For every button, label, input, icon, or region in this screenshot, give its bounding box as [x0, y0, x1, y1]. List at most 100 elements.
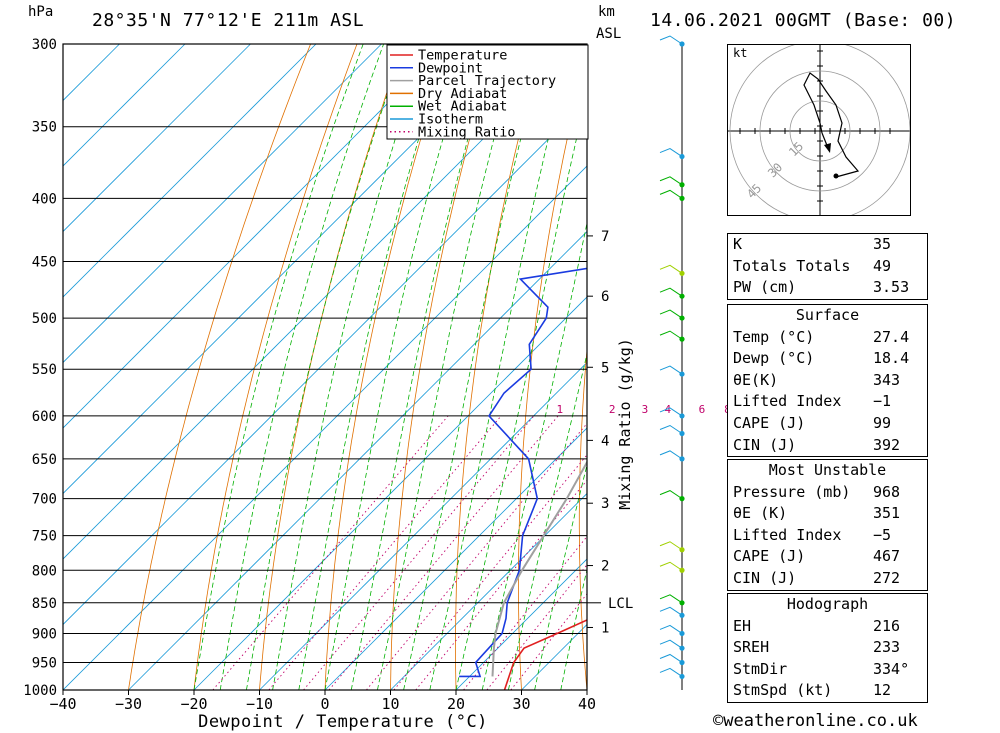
mixing-ratio-line: [366, 422, 587, 690]
pressure-tick-label: 1000: [23, 683, 57, 699]
wind-level-dot: [679, 659, 685, 666]
hodo-row: EH 216: [733, 616, 901, 635]
wet-adiabat-line: [324, 44, 472, 690]
hodo-row: StmSpd (kt) 12: [733, 681, 892, 700]
wet-adiabat-line: [508, 352, 587, 690]
surface-row: θE(K) 343: [733, 370, 901, 389]
surface-table: Surface Temp (°C) 27.4 Dewp (°C) 18.4 θE(K…: [727, 304, 928, 457]
wind-barb: [659, 667, 683, 677]
pressure-tick-label: 800: [32, 563, 57, 579]
temperature-tick-label: −10: [246, 695, 273, 713]
isotherm-line: [193, 296, 587, 690]
mixing-ratio-lines: [212, 415, 587, 690]
isotherm-line: [128, 230, 587, 690]
wet-adiabat-line: [560, 568, 587, 690]
wet-adiabat-line: [455, 92, 587, 690]
pressure-tick-label: 350: [32, 120, 57, 136]
km-tick-label: 1: [601, 620, 609, 636]
wind-barb: [659, 309, 683, 319]
hodo-ring: [789, 100, 851, 162]
isotherm-line: [63, 44, 513, 495]
surface-row: Dewp (°C) 18.4: [733, 349, 910, 368]
hodograph-table-title: Hodograph: [786, 595, 869, 613]
temperature-tick-label: 40: [578, 695, 596, 713]
isotherm-line: [63, 44, 448, 429]
most-unstable-title: Most Unstable: [768, 461, 887, 479]
wind-barb: [659, 490, 683, 500]
mixing-ratio-line: [268, 415, 502, 690]
isotherm-line: [455, 558, 587, 690]
pressure-tick-label: 550: [32, 362, 57, 378]
km-tick-label: 7: [601, 229, 609, 245]
wind-barb: [659, 147, 683, 157]
dry-adiabat-line: [390, 44, 497, 690]
temperature-tick-label: 0: [320, 695, 329, 713]
dry-adiabat-line: [696, 44, 729, 690]
temperature-tick-label: −30: [115, 695, 142, 713]
wet-adiabat-line: [246, 44, 405, 690]
wet-adiabats: [193, 44, 587, 690]
wet-adiabat-line: [403, 44, 547, 690]
mu-row: θE (K) 351: [733, 504, 901, 523]
wet-adiabat-line: [219, 44, 384, 690]
temperature-tick-label: −40: [49, 695, 76, 713]
dry-adiabat-line: [958, 44, 1000, 690]
legend-label: Temperature: [418, 48, 507, 64]
pressure-tick-label: 900: [32, 626, 57, 642]
wind-barb: [659, 35, 683, 45]
hodograph-table: Hodograph EH 216 SREH 233 StmDir 334° StmSp…: [727, 593, 928, 703]
mixing-ratio-label: 6: [699, 403, 706, 416]
wet-adiabat-line: [350, 44, 496, 690]
pressure-tick-label: 400: [32, 191, 57, 207]
legend-box: [386, 44, 589, 140]
pressure-tick-label: 750: [32, 529, 57, 545]
pressure-tick-label: 450: [32, 255, 57, 271]
wind-barb: [659, 653, 683, 663]
dry-adiabat-line: [193, 44, 358, 690]
hpa-label: hPa: [28, 4, 54, 20]
legend-label: Isotherm: [418, 112, 483, 128]
hodo-ring: [759, 70, 881, 192]
dry-adiabat-line: [518, 50, 587, 690]
index-row-totals: Totals Totals 49: [733, 256, 892, 275]
lcl-label: LCL: [608, 596, 633, 612]
km-tick-label: 5: [601, 360, 609, 376]
isotherm-line: [63, 44, 251, 233]
isotherm-line: [63, 44, 317, 298]
x-axis-label: Dewpoint / Temperature (°C): [198, 712, 488, 732]
surface-row: Lifted Index −1: [733, 392, 892, 411]
temperature-tick-label: 20: [447, 695, 465, 713]
temperature-tick-label: −20: [180, 695, 207, 713]
datetime-title: 14.06.2021 00GMT (Base: 00): [650, 10, 957, 31]
temperature-tick-label: 10: [381, 695, 399, 713]
wet-adiabat-line: [534, 463, 587, 690]
hodograph-unit-label: kt: [733, 46, 747, 60]
isotherm-line: [324, 427, 587, 690]
wind-barb: [659, 330, 683, 340]
credit-link[interactable]: ©weatheronline.co.uk: [713, 711, 918, 731]
wind-barb: [659, 639, 683, 649]
pressure-tick-label: 850: [32, 596, 57, 612]
mixing-ratio-label: 2: [609, 403, 616, 416]
hodo-surface-point: [833, 173, 839, 179]
wind-barb: [659, 624, 683, 634]
hodo-trace: [803, 72, 860, 178]
isotherm-line: [63, 99, 587, 626]
wind-barb: [659, 176, 683, 186]
km-tick-label: 4: [601, 433, 609, 449]
wind-barb: [659, 541, 683, 551]
mixing-ratio-axis-label: Mixing Ratio (g/kg): [616, 338, 634, 510]
pressure-tick-labels: 300 350 400 450 500 550 600 650 700 750 800 850 900 9…: [23, 37, 57, 699]
hodo-row: StmDir 334°: [733, 659, 910, 678]
indices-table: K 35 Totals Totals 49 PW (cm) 3.53: [727, 233, 928, 300]
isotherm-line: [63, 44, 579, 560]
hodo-row: SREH 233: [733, 638, 901, 657]
surface-title: Surface: [795, 306, 860, 324]
pressure-tick-label: 950: [32, 655, 57, 671]
km-tick-label: 6: [601, 289, 609, 305]
legend-label: Dewpoint: [418, 60, 483, 76]
parcel-trajectory-trace: [491, 460, 587, 677]
asl-label: ASL: [596, 26, 622, 42]
